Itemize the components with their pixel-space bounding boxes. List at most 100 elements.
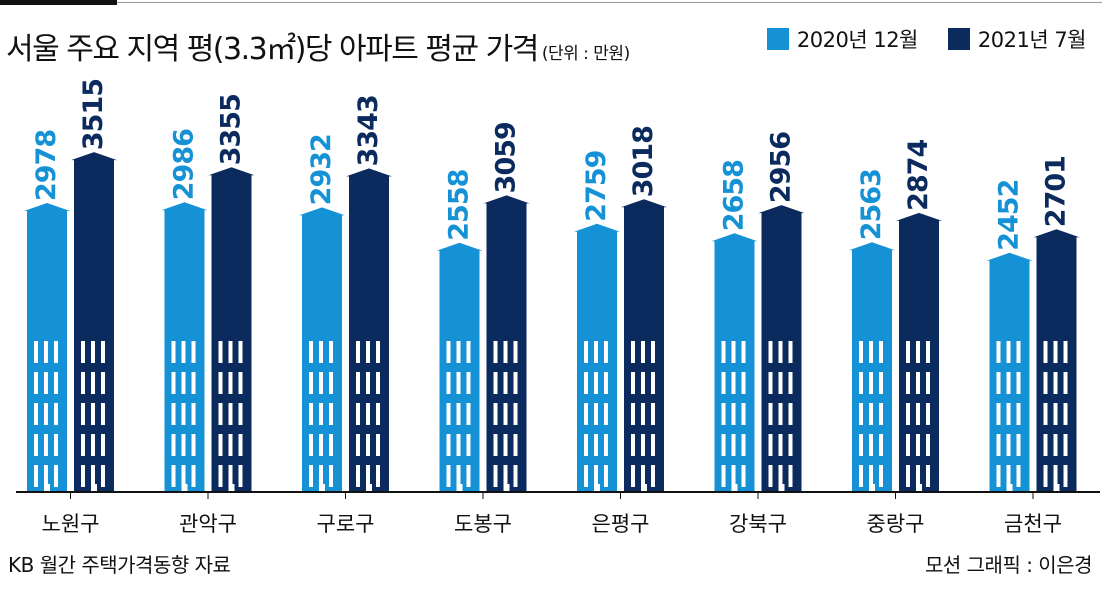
window-2021-07-4-0-0 <box>631 341 635 363</box>
window-2021-07-1-2-3 <box>238 434 243 456</box>
window-2021-07-7-2-2 <box>1063 403 1068 425</box>
window-2021-07-4-1-0 <box>641 341 645 363</box>
value-label-2020-12-6: 2563 <box>856 169 887 240</box>
window-2021-07-5-1-0 <box>778 341 783 363</box>
window-2020-12-2-1-0 <box>319 341 323 363</box>
window-2021-07-7-1-3 <box>1053 434 1058 456</box>
window-2020-12-0-2-0 <box>54 341 58 363</box>
door-2021-07-2 <box>366 484 372 492</box>
window-2021-07-3-0-2 <box>493 403 498 425</box>
window-2020-12-1-1-2 <box>181 403 186 425</box>
window-2021-07-0-2-1 <box>101 372 105 394</box>
window-2020-12-2-0-0 <box>309 341 313 363</box>
window-2020-12-4-1-2 <box>594 403 598 425</box>
window-2020-12-7-1-2 <box>1006 403 1011 425</box>
window-2020-12-1-2-1 <box>191 372 196 394</box>
window-2021-07-6-0-2 <box>906 403 910 425</box>
window-2020-12-5-0-3 <box>721 434 726 456</box>
door-2020-12-1 <box>181 484 188 492</box>
window-2020-12-0-1-0 <box>44 341 48 363</box>
window-2020-12-5-0-1 <box>721 372 726 394</box>
window-2020-12-6-1-0 <box>869 341 873 363</box>
window-2020-12-7-0-1 <box>996 372 1001 394</box>
window-2020-12-0-1-4 <box>44 465 48 487</box>
window-2020-12-5-2-3 <box>741 434 746 456</box>
window-2020-12-5-1-4 <box>731 465 736 487</box>
window-2021-07-1-1-4 <box>228 465 233 487</box>
window-2021-07-6-1-4 <box>916 465 920 487</box>
window-2021-07-0-2-2 <box>101 403 105 425</box>
window-2021-07-7-2-1 <box>1063 372 1068 394</box>
window-2020-12-1-2-0 <box>191 341 196 363</box>
window-2021-07-3-1-4 <box>503 465 508 487</box>
value-label-2021-07-2: 3343 <box>353 95 384 166</box>
bar-roof-2021-07-3 <box>483 195 530 204</box>
window-2020-12-2-2-4 <box>329 465 333 487</box>
window-2020-12-5-2-1 <box>741 372 746 394</box>
window-2020-12-1-0-0 <box>171 341 176 363</box>
window-2020-12-2-0-4 <box>309 465 313 487</box>
window-2020-12-2-2-2 <box>329 403 333 425</box>
window-2021-07-1-0-2 <box>218 403 223 425</box>
bar-roof-2021-07-0 <box>71 152 117 161</box>
window-2020-12-3-2-2 <box>466 403 471 425</box>
door-2021-07-6 <box>916 484 922 492</box>
window-2021-07-7-0-0 <box>1043 341 1048 363</box>
value-label-2021-07-0: 3515 <box>78 79 109 150</box>
window-2020-12-3-1-2 <box>456 403 461 425</box>
value-label-2020-12-0: 2978 <box>31 130 62 201</box>
window-2021-07-1-0-1 <box>218 372 223 394</box>
window-2020-12-7-1-1 <box>1006 372 1011 394</box>
window-2021-07-2-2-3 <box>376 434 380 456</box>
window-2020-12-7-0-4 <box>996 465 1001 487</box>
window-2020-12-3-0-1 <box>446 372 451 394</box>
window-2020-12-4-0-4 <box>584 465 588 487</box>
window-2020-12-2-0-2 <box>309 403 313 425</box>
window-2021-07-1-1-3 <box>228 434 233 456</box>
unit-label: (단위 : 만원) <box>541 44 630 64</box>
bar-roof-2021-07-6 <box>896 212 942 221</box>
window-2021-07-0-2-4 <box>101 465 105 487</box>
window-2021-07-4-0-1 <box>631 372 635 394</box>
window-2021-07-7-1-2 <box>1053 403 1058 425</box>
window-2020-12-7-1-0 <box>1006 341 1011 363</box>
window-2020-12-6-2-1 <box>879 372 883 394</box>
window-2021-07-4-1-1 <box>641 372 645 394</box>
window-2020-12-1-2-4 <box>191 465 196 487</box>
window-2021-07-5-1-4 <box>778 465 783 487</box>
window-2020-12-2-2-1 <box>329 372 333 394</box>
bar-roof-2021-07-2 <box>346 168 392 177</box>
window-2021-07-5-2-4 <box>788 465 793 487</box>
bar-roof-2021-07-7 <box>1033 229 1080 238</box>
window-2020-12-1-0-3 <box>171 434 176 456</box>
window-2020-12-7-0-2 <box>996 403 1001 425</box>
window-2020-12-3-2-3 <box>466 434 471 456</box>
door-2020-12-7 <box>1006 484 1013 492</box>
window-2021-07-6-2-1 <box>926 372 930 394</box>
category-label-1: 관악구 <box>179 512 237 536</box>
window-2021-07-3-1-0 <box>503 341 508 363</box>
window-2021-07-1-0-3 <box>218 434 223 456</box>
window-2021-07-6-1-2 <box>916 403 920 425</box>
window-2021-07-2-0-4 <box>356 465 360 487</box>
door-2021-07-5 <box>778 484 785 492</box>
value-label-2020-12-2: 2932 <box>306 134 337 205</box>
window-2020-12-3-1-0 <box>456 341 461 363</box>
window-2020-12-0-1-3 <box>44 434 48 456</box>
bar-roof-2020-12-1 <box>161 202 208 211</box>
window-2020-12-4-2-2 <box>604 403 608 425</box>
window-2021-07-4-1-3 <box>641 434 645 456</box>
window-2021-07-4-1-4 <box>641 465 645 487</box>
window-2021-07-6-2-2 <box>926 403 930 425</box>
window-2020-12-6-1-2 <box>869 403 873 425</box>
window-2020-12-0-2-3 <box>54 434 58 456</box>
window-2020-12-5-2-4 <box>741 465 746 487</box>
category-label-3: 도봉구 <box>454 512 512 536</box>
window-2021-07-5-2-3 <box>788 434 793 456</box>
window-2021-07-0-0-2 <box>81 403 85 425</box>
window-2020-12-2-2-0 <box>329 341 333 363</box>
window-2021-07-7-2-3 <box>1063 434 1068 456</box>
window-2021-07-7-1-0 <box>1053 341 1058 363</box>
window-2020-12-5-1-2 <box>731 403 736 425</box>
window-2020-12-2-1-3 <box>319 434 323 456</box>
